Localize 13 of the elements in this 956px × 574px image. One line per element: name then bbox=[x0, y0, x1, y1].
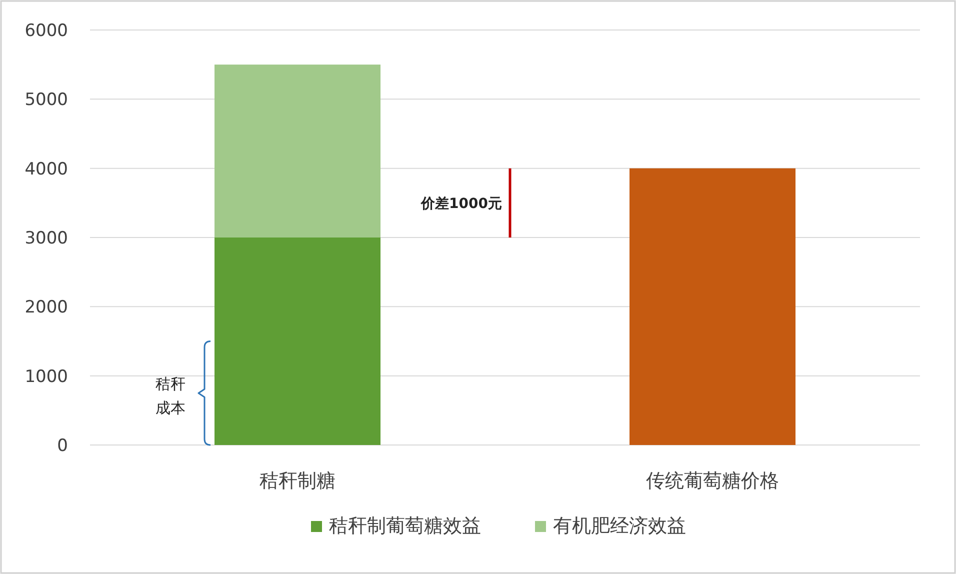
y-tick-label: 6000 bbox=[24, 21, 68, 41]
x-tick-label: 秸秆制糖 bbox=[260, 470, 336, 492]
annotation: 价差1000元 bbox=[420, 196, 502, 212]
y-tick-label: 0 bbox=[57, 436, 68, 456]
y-tick-label: 5000 bbox=[24, 90, 68, 110]
legend-label: 秸秆制葡萄糖效益 bbox=[329, 515, 481, 537]
y-tick-label: 3000 bbox=[24, 228, 68, 248]
annotation: 秸秆成本 bbox=[156, 375, 186, 418]
y-tick-label: 1000 bbox=[24, 366, 68, 387]
y-tick-label: 4000 bbox=[24, 159, 68, 180]
legend-label: 有机肥经济效益 bbox=[553, 515, 686, 537]
y-tick-label: 2000 bbox=[24, 298, 68, 318]
x-tick-label: 传统葡萄糖价格 bbox=[646, 470, 779, 492]
